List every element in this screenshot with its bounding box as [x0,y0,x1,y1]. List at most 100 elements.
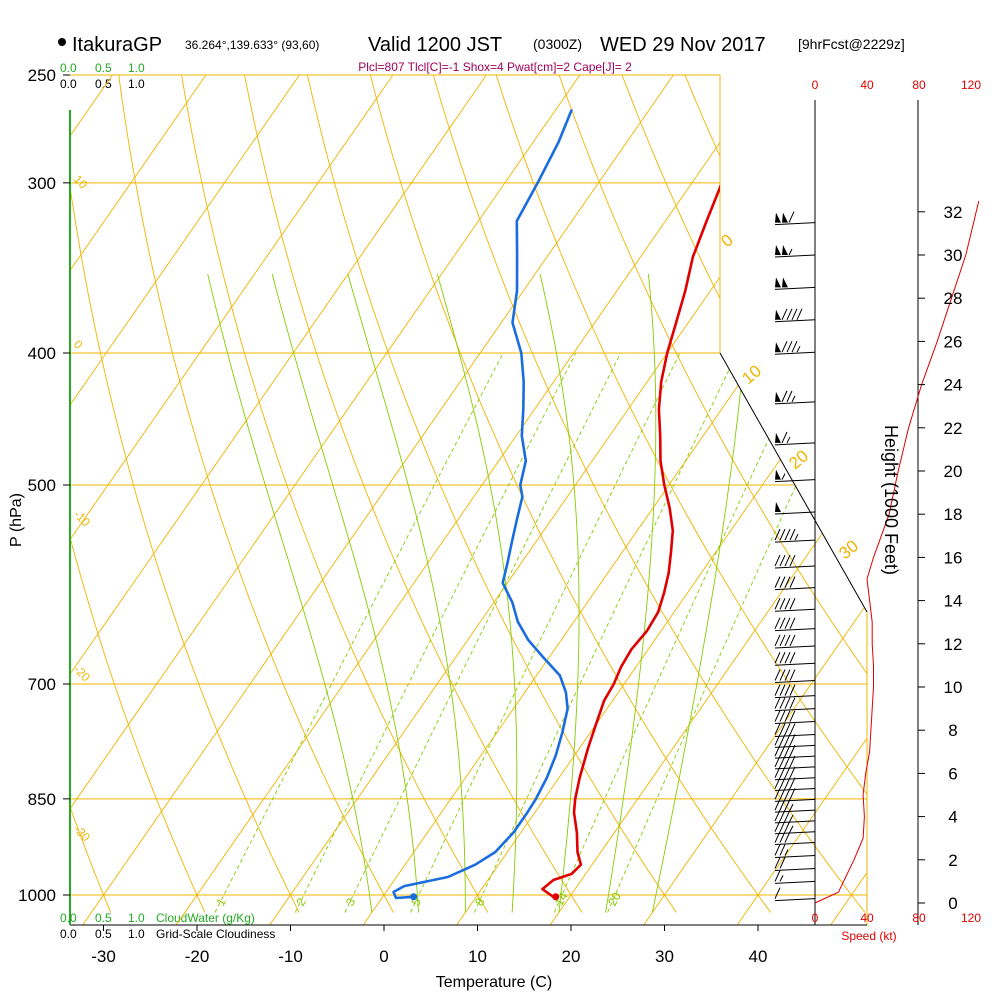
dry-adiabat-line [70,75,112,913]
isotherm-line [70,75,487,925]
wind-barb-full [796,308,803,321]
dry-adiabat-line [369,75,772,913]
wind-barb-pennant [782,212,788,223]
wind-barb-full [786,390,793,403]
wind-barb-full [789,598,796,610]
wind-barb-staff [774,831,816,835]
wind-barb-full [779,652,786,664]
wind-barb [774,634,816,649]
dry-adiabat-line [70,75,300,913]
height-tick-label: 28 [944,289,963,308]
wind-barb-staff [774,898,816,902]
mixing-ratio-label: 20 [605,890,624,909]
sounding-profiles [392,109,720,901]
wind-barb-full [779,554,786,567]
wind-barb-staff [774,867,816,871]
wind-barb [774,844,816,858]
cloud-water-label: CloudWater (g/Kg) [156,911,255,925]
wind-barb-full [779,697,786,709]
wind-barb-full [779,617,786,629]
dry-adiabat-label: 10 [71,172,91,192]
isotherm-line [70,75,207,925]
wind-barb [774,710,816,725]
height-tick-label: 6 [948,764,957,783]
wind-barb-full [784,576,791,588]
y-axis-title: P (hPa) [8,493,25,547]
surface-dewpoint-dot [410,893,418,901]
height-tick-label: 14 [944,592,963,611]
wind-barb-full [774,697,781,709]
wind-barb-staff [774,254,816,258]
valid-date: WED 29 Nov 2017 [600,34,766,56]
dry-adiabat-label: 0 [71,337,86,352]
x-tick-label: 20 [562,947,581,966]
wind-barb-staff [774,680,816,684]
speed-tick-label-bottom: 80 [912,911,926,925]
wind-barb-staff [774,809,816,813]
x-tick-label: 10 [468,947,487,966]
mixing-ratio-line [294,352,577,913]
isotherm-line [830,75,867,925]
p-tick-label: 850 [28,790,56,809]
wind-barb-full [779,528,786,541]
frame-diagonal [719,352,868,613]
wind-barb-staff [774,744,816,748]
wind-barb-full [779,723,786,735]
x-axis-title: Temperature (C) [436,974,552,991]
height-tick-label: 32 [944,203,963,222]
wind-barb-full [784,697,791,709]
wind-barb-full [774,870,781,882]
wind-barb-pennant [775,309,781,320]
wind-barb [774,857,816,871]
wind-barb-staff [774,511,816,515]
wind-barb-half [794,533,799,541]
isotherm-line [70,75,300,925]
wind-barb-staff [774,565,816,569]
moist-adiabat-label: 30 [835,536,862,563]
wind-barb-staff [774,766,816,770]
chart-header: ItakuraGP 36.264°,139.633° (93,60) Valid… [58,34,905,74]
temperature-line [541,184,720,900]
wind-barb-full [784,617,791,629]
valid-time: Valid 1200 JST [368,34,502,56]
wind-barb-full [789,766,796,778]
wind-barb-full [781,340,788,353]
wind-barb-full [789,697,796,709]
moist-adiabat-line [539,273,580,913]
dry-adiabat-label: -20 [71,662,93,684]
stability-indices: Plcl=807 Tlcl[C]=-1 Shox=4 Pwat[cm]=2 Ca… [358,60,632,74]
wind-barb-full [779,844,786,856]
dry-adiabat-line [810,75,867,913]
wind-barb-full [791,308,798,321]
wind-barb-full [786,308,793,321]
wind-barb-full [784,669,791,681]
wind-barb-staff [774,401,816,405]
wind-barb-full [789,554,796,567]
mixing-ratio-line [410,352,681,913]
wind-barb-staff [774,695,816,699]
x-tick-label: -20 [185,947,210,966]
cloudiness-scale-bottom-1: 0.5 [95,927,112,941]
x-tick-label: 30 [655,947,674,966]
wind-barb-full [789,684,796,696]
wind-barb-full [789,652,796,664]
mixing-ratio-line [473,352,738,913]
wind-barb-full [784,710,791,722]
wind-barb [774,211,816,226]
dry-adiabat-line [558,75,867,913]
wind-barb-full [774,598,781,610]
wind-barb [774,598,816,612]
wind-barb-full [784,634,791,647]
wind-barb-full [789,634,796,647]
wind-barb-full [774,723,781,735]
wind-barb-full [781,390,788,403]
wind-barb-full [789,744,796,757]
wind-barb [774,576,816,591]
wind-barb [774,684,816,699]
wind-barb-staff [774,351,816,355]
dry-adiabat-line [70,75,206,913]
mixing-ratio-line [344,352,622,913]
wind-barb-pennant [775,432,781,443]
wind-barb-staff [774,662,816,666]
